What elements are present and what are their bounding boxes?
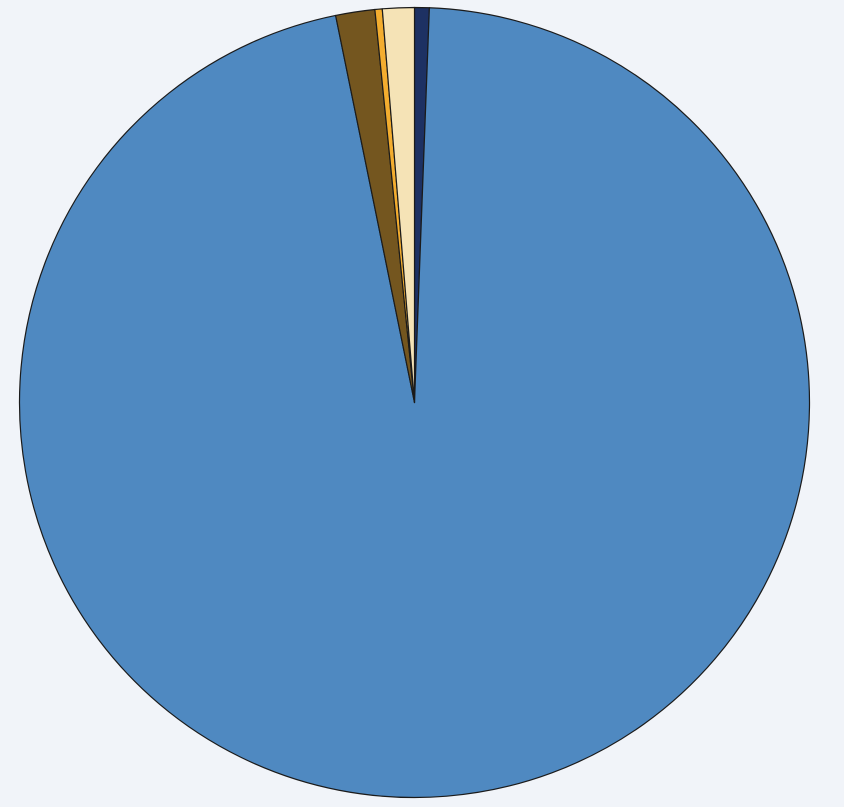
pie-slices <box>18 6 811 799</box>
pie-slice-3 <box>381 6 416 404</box>
